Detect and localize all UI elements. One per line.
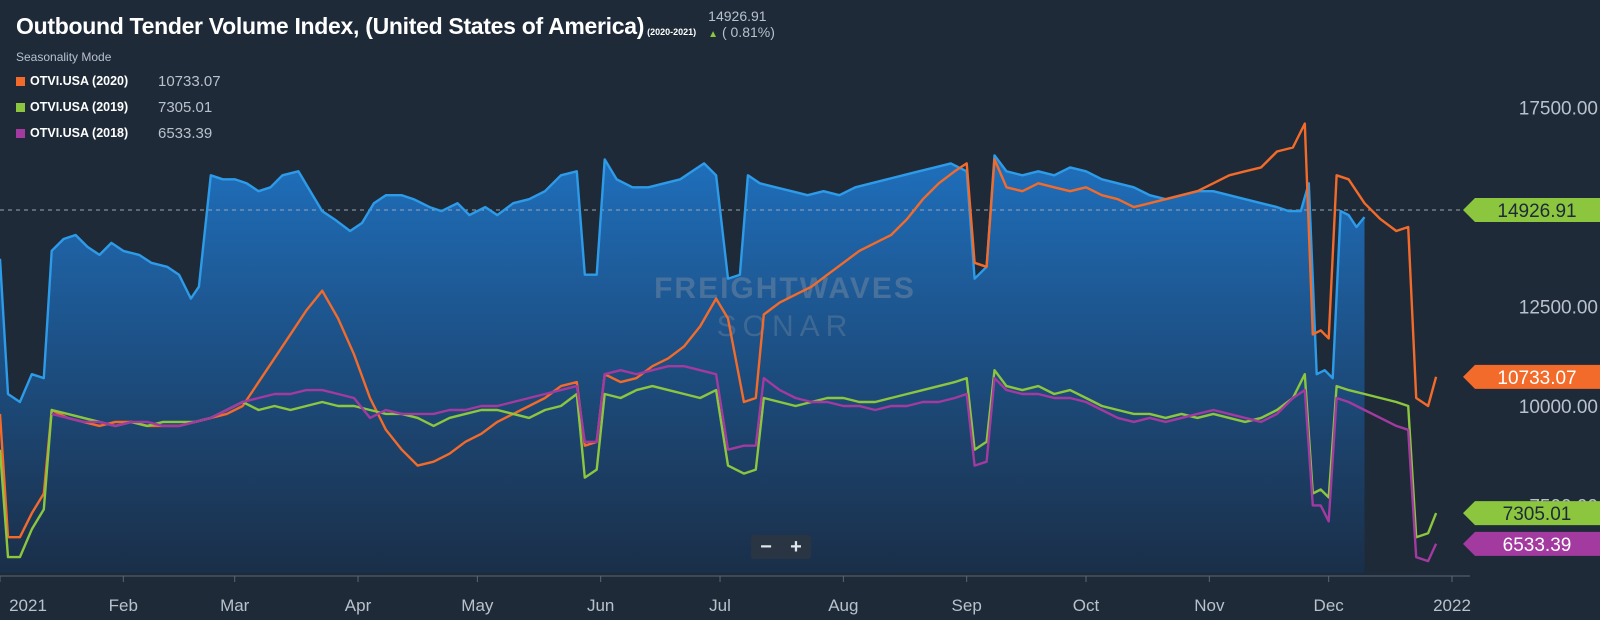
badge-otvi-usa-2018: 6533.39 [1463, 531, 1600, 556]
y-tick-label: 12500.00 [1519, 298, 1598, 319]
series-line-otvi-usa-2020 [0, 122, 1438, 539]
legend-item-2018[interactable]: OTVI.USA (2018) 6533.39 [16, 120, 221, 146]
x-tick-label: Jul [709, 596, 731, 615]
legend-swatch-2019 [16, 102, 25, 112]
title-range: (2020-2021) [647, 27, 697, 37]
badge-otvi-usa-2018-text: 6533.39 [1503, 535, 1572, 556]
legend-swatch-2020 [16, 76, 25, 86]
zoom-controls: − + [751, 535, 811, 559]
watermark-product: SONAR [717, 310, 854, 343]
up-arrow-icon: ▲ [708, 29, 719, 40]
x-tick-label: 2022 [1433, 596, 1471, 615]
x-tick-label: Feb [109, 596, 138, 615]
badge-otvi-usa-2020-bg [1463, 364, 1600, 389]
current-value: 14926.91 [708, 8, 767, 24]
legend-name: OTVI.USA (2018) [30, 126, 129, 140]
x-tick-label: Sep [952, 596, 982, 615]
current-readout: 14926.91 ▲ ( 0.81%) [708, 8, 775, 43]
badge-current-bg [1463, 198, 1600, 223]
legend-value: 6533.39 [158, 124, 213, 142]
legend: Seasonality Mode OTVI.USA (2020) 10733.0… [16, 50, 221, 146]
badge-otvi-usa-2019-bg [1463, 501, 1600, 526]
legend-value: 10733.07 [158, 72, 221, 90]
legend-item-2020[interactable]: OTVI.USA (2020) 10733.07 [16, 68, 221, 94]
x-tick-label: Oct [1073, 596, 1100, 615]
zoom-in-button[interactable]: + [790, 536, 802, 558]
x-tick-label: Jun [587, 596, 614, 615]
change-percent: ( 0.81%) [721, 24, 775, 40]
badge-otvi-usa-2019-text: 7305.01 [1503, 504, 1572, 525]
x-tick-label: May [461, 596, 494, 615]
x-tick-label: Aug [828, 596, 858, 615]
chart-title: Outbound Tender Volume Index, (United St… [16, 13, 645, 39]
badge-otvi-usa-2020-text: 10733.07 [1497, 368, 1576, 389]
series-line-otvi-usa-2018 [51, 365, 1438, 563]
chart-header: Outbound Tender Volume Index, (United St… [16, 8, 775, 40]
badge-otvi-usa-2019: 7305.01 [1463, 501, 1600, 526]
x-tick-label: Apr [345, 596, 372, 615]
seasonality-mode-label: Seasonality Mode [16, 50, 112, 64]
legend-swatch-2018 [16, 128, 25, 138]
legend-item-2019[interactable]: OTVI.USA (2019) 7305.01 [16, 94, 221, 120]
x-tick-label: Nov [1194, 596, 1225, 615]
badge-current-text: 14926.91 [1497, 201, 1576, 222]
legend-value: 7305.01 [158, 98, 213, 116]
badge-current: 14926.91 [1463, 198, 1600, 223]
legend-name: OTVI.USA (2019) [30, 100, 129, 114]
x-tick-label: Dec [1314, 596, 1345, 615]
x-tick-label: 2021 [9, 596, 47, 615]
badge-otvi-usa-2018-bg [1463, 531, 1600, 556]
series-area-otvi-usa [0, 155, 1365, 573]
legend-name: OTVI.USA (2020) [30, 74, 129, 88]
badge-otvi-usa-2020: 10733.07 [1463, 364, 1600, 389]
y-tick-label: 17500.00 [1519, 99, 1598, 120]
x-tick-label: Mar [220, 596, 250, 615]
y-tick-label: 10000.00 [1519, 397, 1598, 418]
change-readout: ▲ ( 0.81%) [708, 24, 775, 43]
zoom-out-button[interactable]: − [760, 536, 772, 558]
series-line-otvi-usa-current [0, 154, 1366, 404]
